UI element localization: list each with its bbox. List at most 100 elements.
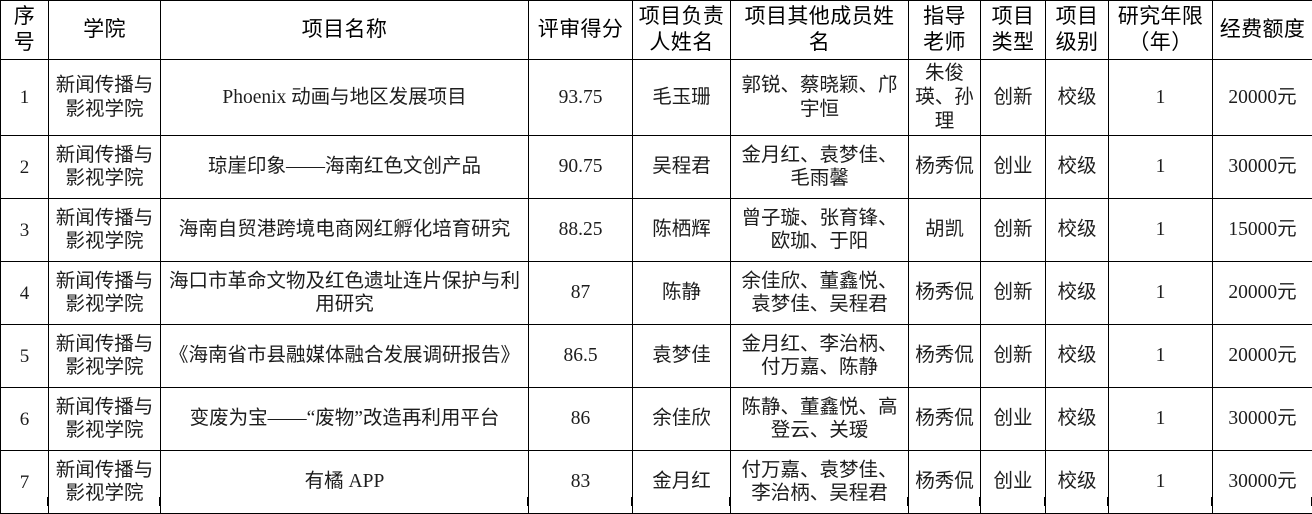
cell-score: 87 [529, 262, 633, 325]
cell-title: 变废为宝——“废物”改造再利用平台 [161, 388, 529, 451]
cell-leader: 袁梦佳 [633, 325, 731, 388]
cell-budget: 30000元 [1213, 136, 1312, 199]
cell-index: 4 [1, 262, 49, 325]
cell-years: 1 [1109, 60, 1213, 136]
table-row-stub-cell [0, 497, 48, 506]
cell-score: 86 [529, 388, 633, 451]
cell-budget: 20000元 [1213, 60, 1312, 136]
cell-college: 新闻传播与影视学院 [49, 325, 161, 388]
column-header-years: 研究年限（年） [1109, 1, 1213, 60]
cell-score: 90.75 [529, 136, 633, 199]
cell-budget: 15000元 [1213, 199, 1312, 262]
cell-members: 金月红、袁梦佳、毛雨馨 [731, 136, 909, 199]
column-header-score: 评审得分 [529, 1, 633, 60]
cell-members: 金月红、李治柄、付万嘉、陈静 [731, 325, 909, 388]
cell-members: 余佳欣、董鑫悦、袁梦佳、吴程君 [731, 262, 909, 325]
cell-index: 5 [1, 325, 49, 388]
cell-level: 校级 [1046, 325, 1109, 388]
table-row-stub-cell [980, 497, 1045, 506]
column-header-level: 项目级别 [1046, 1, 1109, 60]
cell-teacher: 杨秀侃 [909, 136, 981, 199]
column-header-budget: 经费额度 [1213, 1, 1312, 60]
column-header-members: 项目其他成员姓名 [731, 1, 909, 60]
cell-members: 曾子璇、张育锋、欧珈、于阳 [731, 199, 909, 262]
cell-type: 创业 [981, 388, 1046, 451]
cell-type: 创新 [981, 325, 1046, 388]
cell-index: 2 [1, 136, 49, 199]
cell-type: 创业 [981, 136, 1046, 199]
table-row-stub-cell [1045, 497, 1108, 506]
cell-years: 1 [1109, 262, 1213, 325]
cell-college: 新闻传播与影视学院 [49, 388, 161, 451]
cell-teacher: 朱俊瑛、孙理 [909, 60, 981, 136]
cell-score: 88.25 [529, 199, 633, 262]
table-row-stub-cell [632, 497, 730, 506]
table-row-stub-cell [528, 497, 632, 506]
cell-index: 6 [1, 388, 49, 451]
cell-years: 1 [1109, 199, 1213, 262]
cell-budget: 30000元 [1213, 388, 1312, 451]
cell-budget: 20000元 [1213, 262, 1312, 325]
cell-type: 创新 [981, 60, 1046, 136]
cell-level: 校级 [1046, 60, 1109, 136]
table-header-row: 序号 学院 项目名称 评审得分 项目负责人姓名 项目其他成员姓名 指导老师 项目… [1, 1, 1312, 60]
cell-years: 1 [1109, 388, 1213, 451]
cell-level: 校级 [1046, 199, 1109, 262]
table-row-stub-cell [48, 497, 160, 506]
cell-years: 1 [1109, 136, 1213, 199]
column-header-college: 学院 [49, 1, 161, 60]
cell-index: 1 [1, 60, 49, 136]
cell-title: 海口市革命文物及红色遗址连片保护与利用研究 [161, 262, 529, 325]
cell-teacher: 杨秀侃 [909, 325, 981, 388]
table-row-stub-cell [1212, 497, 1312, 506]
table-row-stub-cell [730, 497, 908, 506]
column-header-title: 项目名称 [161, 1, 529, 60]
column-header-type: 项目类型 [981, 1, 1046, 60]
cell-budget: 20000元 [1213, 325, 1312, 388]
cell-score: 86.5 [529, 325, 633, 388]
cell-college: 新闻传播与影视学院 [49, 60, 161, 136]
table-row-stub-cell [160, 497, 528, 506]
cell-type: 创新 [981, 262, 1046, 325]
cell-score: 93.75 [529, 60, 633, 136]
cell-college: 新闻传播与影视学院 [49, 199, 161, 262]
cell-teacher: 杨秀侃 [909, 388, 981, 451]
cell-college: 新闻传播与影视学院 [49, 136, 161, 199]
cell-type: 创新 [981, 199, 1046, 262]
column-header-leader: 项目负责人姓名 [633, 1, 731, 60]
cell-level: 校级 [1046, 136, 1109, 199]
cell-teacher: 杨秀侃 [909, 262, 981, 325]
cell-members: 郭锐、蔡晓颖、邝宇恒 [731, 60, 909, 136]
cell-leader: 毛玉珊 [633, 60, 731, 136]
table-row-stub-cell [908, 497, 980, 506]
cell-level: 校级 [1046, 262, 1109, 325]
table-header: 序号 学院 项目名称 评审得分 项目负责人姓名 项目其他成员姓名 指导老师 项目… [1, 1, 1312, 60]
cell-title: 琼崖印象——海南红色文创产品 [161, 136, 529, 199]
cell-members: 陈静、董鑫悦、高登云、关瑷 [731, 388, 909, 451]
cell-teacher: 胡凯 [909, 199, 981, 262]
cell-level: 校级 [1046, 388, 1109, 451]
cell-leader: 陈静 [633, 262, 731, 325]
cell-college: 新闻传播与影视学院 [49, 262, 161, 325]
cell-leader: 余佳欣 [633, 388, 731, 451]
cell-leader: 陈栖辉 [633, 199, 731, 262]
column-header-index: 序号 [1, 1, 49, 60]
cell-title: 《海南省市县融媒体融合发展调研报告》 [161, 325, 529, 388]
table-row-stub-cell [1108, 497, 1212, 506]
cell-years: 1 [1109, 325, 1213, 388]
column-header-teacher: 指导老师 [909, 1, 981, 60]
cell-title: Phoenix 动画与地区发展项目 [161, 60, 529, 136]
cell-title: 海南自贸港跨境电商网红孵化培育研究 [161, 199, 529, 262]
cell-leader: 吴程君 [633, 136, 731, 199]
table-overflow-row-stub [0, 497, 1312, 506]
cell-index: 3 [1, 199, 49, 262]
